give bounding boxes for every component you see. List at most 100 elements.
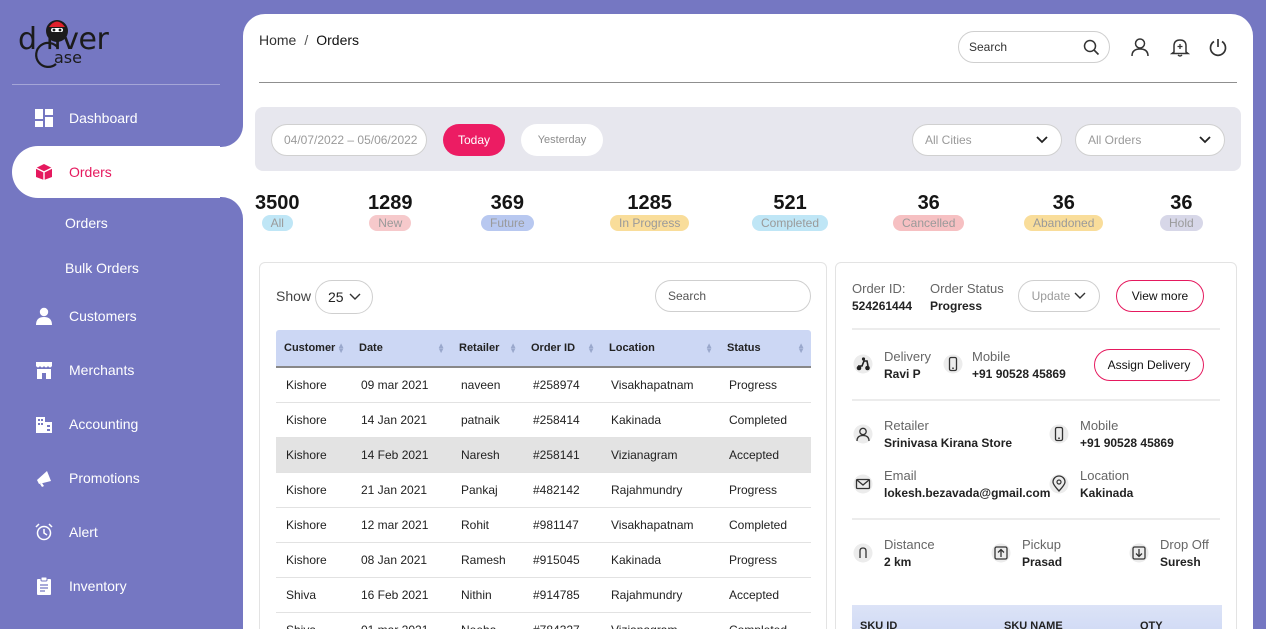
stat-new[interactable]: 1289 New [368,192,413,232]
cell-customer: Kishore [286,518,327,532]
deliverease-logo[interactable]: d liver ase [18,18,138,70]
cell-date: 08 Jan 2021 [361,553,428,567]
sidebar-subitem-bulk-orders[interactable]: Bulk Orders [65,260,139,276]
dropoff-icon [1128,542,1150,564]
cell-customer: Shiva [276,623,351,629]
cell-customer: Kishore [286,413,327,427]
cell-retailer: Neeha [451,623,523,629]
table-row[interactable]: Shiva 16 Feb 2021 Nithin #914785 Rajahmundry… [276,578,811,613]
sidebar-item-accounting[interactable]: Accounting [12,398,243,450]
pickup-value: Prasad [1022,555,1063,569]
cell-retailer: naveen [461,378,501,392]
dropoff-value: Suresh [1160,555,1201,569]
sidebar-item-label: Merchants [69,362,135,378]
filter-bar: 04/07/2022 – 05/06/2022 Today Yesterday … [255,107,1241,171]
order-id-value: 524261444 [852,299,913,313]
email-label: Email [884,468,917,483]
city-select[interactable]: All Cities [912,124,1062,156]
assign-delivery-button[interactable]: Assign Delivery [1094,349,1204,381]
search-icon[interactable] [1083,39,1100,56]
cell-order-id: #915045 [533,553,580,567]
search-placeholder: Search [969,40,1008,54]
cell-status: Accepted [729,448,780,462]
column-header-location[interactable]: Location ▲ ▼ [609,341,713,355]
table-row[interactable]: Kishore 09 mar 2021 naveen #258974 Visakhapa… [276,368,811,403]
table-row[interactable]: Kishore 12 mar 2021 Rohit #981147 Visakhapat… [276,508,811,543]
page-size-select[interactable]: 25 [315,280,373,314]
detail-divider [852,518,1220,520]
sidebar-item-orders[interactable]: Orders [12,146,243,198]
stat-label-badge: Completed [752,215,829,231]
order-id-label: Order ID: [852,281,906,296]
pickup-icon [990,542,1012,564]
sidebar-item-merchants[interactable]: Merchants [12,344,243,396]
active-tab-curve-bottom [220,197,243,227]
cell-customer: Kishore [286,448,327,462]
sidebar-item-alert[interactable]: Alert [12,506,243,558]
email-value: lokesh.bezavada@gmail.com [884,486,1051,500]
view-more-button[interactable]: View more [1116,280,1204,312]
retailer-value: Srinivasa Kirana Store [884,436,1013,450]
sidebar-item-label: Inventory [69,578,127,594]
stat-abandoned[interactable]: 36 Abandoned [1024,192,1104,232]
chevron-down-icon [349,293,361,300]
table-search-placeholder: Search [668,289,707,303]
sku-column-name: SKU NAME [1004,620,1063,629]
table-search-input[interactable]: Search [655,280,811,312]
box-icon [33,161,55,183]
table-row[interactable]: Kishore 08 Jan 2021 Ramesh #915045 Kakinada P… [276,543,811,578]
stat-hold[interactable]: 36 Hold [1160,192,1203,232]
column-header-order-id[interactable]: Order ID ▲ ▼ [531,341,595,355]
stat-completed[interactable]: 521 Completed [752,192,829,232]
table-row[interactable]: Kishore 21 Jan 2021 Pankaj #482142 Rajahmund… [276,473,811,508]
stat-future[interactable]: 369 Future [481,192,534,232]
today-button[interactable]: Today [443,124,505,156]
orders-select[interactable]: All Orders [1075,124,1225,156]
stat-all[interactable]: 3500 All [255,192,300,232]
table-row[interactable]: Kishore 14 Feb 2021 Naresh #258141 Vizianagr… [276,438,811,473]
yesterday-button[interactable]: Yesterday [521,124,603,156]
cell-status: Completed [729,413,788,427]
sidebar-item-promotions[interactable]: Promotions [12,452,243,504]
cell-status: Progress [729,378,778,392]
date-range-input[interactable]: 04/07/2022 – 05/06/2022 [271,124,427,156]
retailer-mobile-value: +91 90528 45869 [1080,436,1174,450]
power-icon[interactable] [1206,35,1230,59]
delivery-mobile-value: +91 90528 45869 [972,367,1066,381]
sidebar-item-inventory[interactable]: Inventory [12,560,243,612]
sidebar-item-customers[interactable]: Customers [12,290,243,342]
stat-label-badge: New [369,215,412,231]
header-search-input[interactable]: Search [958,31,1110,63]
table-row[interactable]: Kishore 14 Jan 2021 patnaik #258414 Kakinada… [276,403,811,438]
column-header-retailer[interactable]: Retailer ▲ ▼ [459,341,517,355]
sidebar-item-label: Promotions [69,470,140,486]
breadcrumb-home[interactable]: Home [259,32,297,48]
stat-count: 36 [1052,192,1075,214]
cell-customer: Kishore [286,378,327,392]
detail-divider [852,328,1220,330]
profile-icon[interactable] [1128,35,1152,59]
stat-cancelled[interactable]: 36 Cancelled [893,192,965,232]
column-header-date[interactable]: Date ▲ ▼ [359,341,445,355]
building-icon [33,413,55,435]
sidebar-item-dashboard[interactable]: Dashboard [12,92,243,144]
stat-count: 1289 [368,192,413,214]
notification-bell-icon[interactable] [1168,35,1192,59]
cell-status: Completed [729,518,788,532]
cell-order-id: #258974 [533,378,580,392]
column-header-status[interactable]: Status ▲ ▼ [727,341,805,355]
table-row[interactable]: Shiva01 mar 2021Neeha#784327VizianagramC… [276,613,811,629]
cell-order-id: #258414 [533,413,580,427]
cell-status: Progress [729,483,778,497]
cell-date: 01 mar 2021 [351,623,451,629]
cell-order-id: #784327 [523,623,601,629]
sidebar-subitem-orders[interactable]: Orders [65,215,108,231]
cell-retailer: Rohit [461,518,490,532]
column-header-customer[interactable]: Customer ▲ ▼ [284,341,345,355]
update-status-select[interactable]: Update [1018,280,1100,312]
distance-value: 2 km [884,555,912,569]
stat-in-progress[interactable]: 1285 In Progress [610,192,690,232]
cell-location: Rajahmundry [611,483,683,497]
retailer-label: Retailer [884,418,929,433]
retailer-mobile-label: Mobile [1080,418,1119,433]
